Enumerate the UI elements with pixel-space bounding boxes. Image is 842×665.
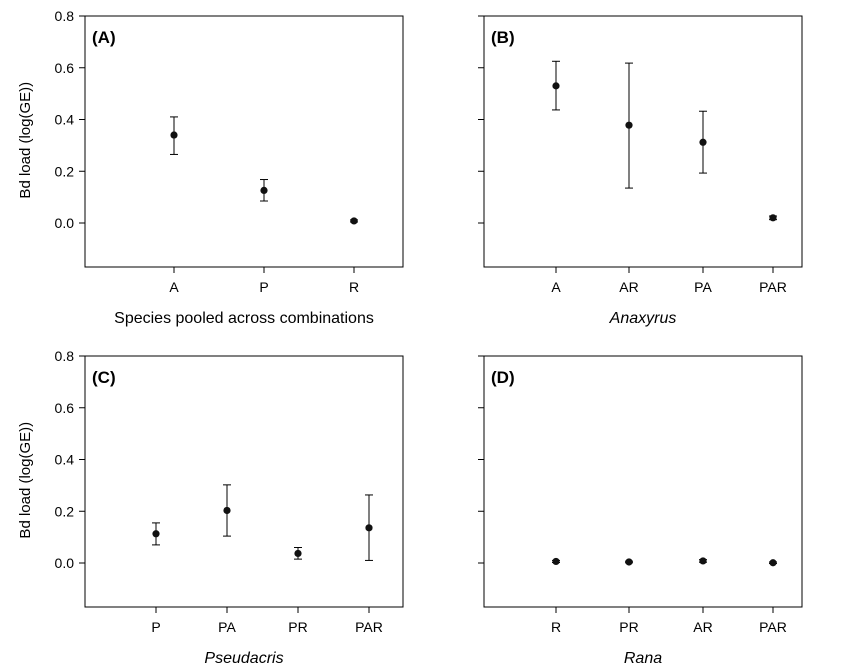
panel-d-frame	[483, 355, 803, 608]
panel-a-frame	[84, 15, 404, 268]
panel-d-data-point	[552, 557, 560, 566]
panel-d-x-axis-title: Rana	[624, 650, 662, 665]
panel-c-ytick-label: 0.4	[55, 452, 75, 468]
panel-c-xtick-label: P	[151, 619, 160, 635]
panel-c-data-point	[294, 549, 302, 558]
panel-b-xtick-label: PA	[694, 279, 712, 295]
panel-d-xtick-label: PAR	[759, 619, 787, 635]
panel-d-xtick-label: R	[551, 619, 561, 635]
panel-b-data-point	[625, 121, 633, 129]
panel-c-ytick-label: 0.6	[55, 400, 75, 416]
panel-d-data-point	[769, 559, 777, 567]
panel-a-y-axis-title: Bd load (log(GE))	[17, 82, 34, 199]
panel-c-ytick-label: 0.2	[55, 503, 75, 519]
panel-b-data-point	[699, 138, 707, 146]
panel-c-frame	[84, 355, 404, 608]
panel-b-x-axis-title: Anaxyrus	[609, 310, 677, 327]
panel-c-data-point	[223, 506, 231, 515]
panel-c-data-point	[152, 530, 160, 538]
panel-b-frame	[483, 15, 803, 268]
panel-c-ytick-label: 0.0	[55, 555, 75, 571]
panel-d-label: (D)	[491, 368, 515, 387]
panel-d-xtick-label: PR	[619, 619, 638, 635]
panel-c-xtick-label: PAR	[355, 619, 383, 635]
panel-a-ytick-label: 0.8	[55, 8, 75, 24]
panel-c-x-axis-title: Pseudacris	[204, 650, 283, 665]
panel-b-data-point	[552, 82, 560, 90]
panel-b-xtick-label: A	[551, 279, 561, 295]
panel-c-y-axis-title: Bd load (log(GE))	[17, 422, 34, 539]
panel-c-data-point	[365, 524, 373, 532]
panel-d-data-point	[625, 558, 633, 566]
panel-c-xtick-label: PA	[218, 619, 236, 635]
panel-a-xtick-label: P	[259, 279, 268, 295]
panel-a-ytick-label: 0.0	[55, 215, 75, 231]
panel-d-xtick-label: AR	[693, 619, 712, 635]
panel-a-xtick-label: A	[169, 279, 179, 295]
panel-b-data-point	[769, 214, 777, 222]
panel-c-ytick-label: 0.8	[55, 348, 75, 364]
panel-b-xtick-label: AR	[619, 279, 638, 295]
panel-a-data-point	[170, 131, 178, 139]
panel-b-label: (B)	[491, 28, 515, 47]
panel-c-xtick-label: PR	[288, 619, 307, 635]
panel-a-label: (A)	[92, 28, 116, 47]
panel-c-label: (C)	[92, 368, 116, 387]
panel-a-ytick-label: 0.6	[55, 60, 75, 76]
panel-a-x-axis-title: Species pooled across combinations	[114, 310, 374, 327]
panel-b-xtick-label: PAR	[759, 279, 787, 295]
panel-a-ytick-label: 0.4	[55, 112, 75, 128]
panel-a-data-point	[260, 186, 268, 195]
panel-a-data-point	[350, 217, 358, 225]
panel-d-data-point	[699, 557, 707, 565]
panel-a-xtick-label: R	[349, 279, 359, 295]
panel-a-ytick-label: 0.2	[55, 163, 75, 179]
